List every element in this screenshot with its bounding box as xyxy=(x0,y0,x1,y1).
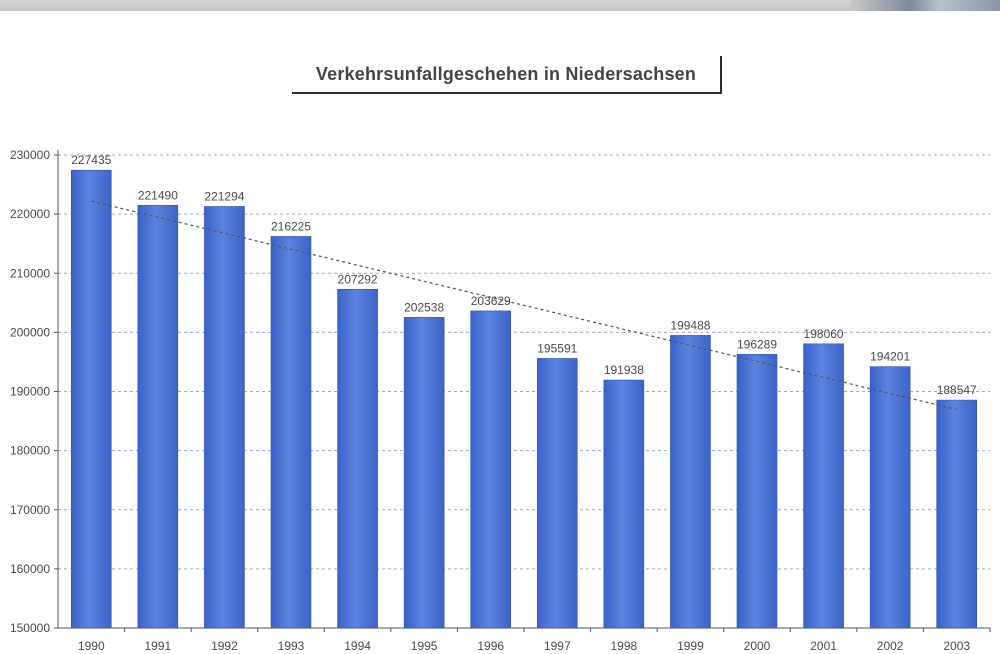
y-tick-label: 220000 xyxy=(10,207,50,221)
labels: 150000 160000 170000 180000 190000 200000 2100… xyxy=(10,148,977,653)
x-tick-label-1993: 1993 xyxy=(278,639,305,653)
value-label-1998: 191938 xyxy=(604,363,644,377)
bar-2003 xyxy=(936,399,978,629)
value-label-2000: 196289 xyxy=(737,337,777,351)
bar-1995 xyxy=(403,317,445,629)
chart-title-box: Verkehrsunfallgeschehen in Niedersachsen xyxy=(292,56,722,94)
bar-2002 xyxy=(869,366,911,629)
value-label-1994: 207292 xyxy=(338,272,378,286)
x-tick-label-2003: 2003 xyxy=(943,639,970,653)
value-label-1999: 199488 xyxy=(670,318,710,332)
bar-1998 xyxy=(603,379,645,629)
bar-1991 xyxy=(137,205,179,629)
y-tick-label: 190000 xyxy=(10,385,50,399)
y-tick-label: 170000 xyxy=(10,503,50,517)
top-border-strip xyxy=(0,0,1000,11)
x-tick-label-1996: 1996 xyxy=(477,639,504,653)
y-tick-label: 200000 xyxy=(10,325,50,339)
bar-2000 xyxy=(736,354,778,629)
bar-1996 xyxy=(470,310,512,629)
value-label-2002: 194201 xyxy=(870,350,910,364)
x-tick-label-1992: 1992 xyxy=(211,639,238,653)
value-label-2003: 188547 xyxy=(937,383,977,397)
x-tick-label-2000: 2000 xyxy=(744,639,771,653)
trendline xyxy=(91,200,957,411)
y-tick-label: 210000 xyxy=(10,266,50,280)
bar-1993 xyxy=(270,236,312,629)
bars xyxy=(70,169,978,629)
x-tick-label-2002: 2002 xyxy=(877,639,904,653)
chart-title: Verkehrsunfallgeschehen in Niedersachsen xyxy=(315,64,697,84)
bar-1990 xyxy=(70,169,112,629)
x-tick-label-1991: 1991 xyxy=(145,639,172,653)
y-tick-label: 230000 xyxy=(10,148,50,162)
x-tick-label-1999: 1999 xyxy=(677,639,704,653)
value-label-1990: 227435 xyxy=(71,153,111,167)
y-tick-label: 180000 xyxy=(10,444,50,458)
value-label-1997: 195591 xyxy=(537,341,577,355)
bar-1999 xyxy=(670,335,711,629)
gridlines xyxy=(58,154,990,570)
bar-1992 xyxy=(204,206,245,629)
value-label-1992: 221294 xyxy=(204,189,244,203)
x-tick-label-1994: 1994 xyxy=(344,639,371,653)
x-tick-label-1997: 1997 xyxy=(544,639,571,653)
x-tick-label-1995: 1995 xyxy=(411,639,438,653)
value-label-1995: 202538 xyxy=(404,300,444,314)
y-tick-label: 150000 xyxy=(10,621,50,635)
bar-1997 xyxy=(536,358,578,629)
bar-1994 xyxy=(337,288,378,629)
trendline-path xyxy=(91,200,957,411)
corner-image-fragment xyxy=(850,0,1000,11)
value-label-1996: 203629 xyxy=(471,294,511,308)
bar-2001 xyxy=(803,343,844,629)
x-tick-label-1990: 1990 xyxy=(78,639,105,653)
value-label-2001: 198060 xyxy=(804,327,844,341)
x-tick-label-2001: 2001 xyxy=(810,639,837,653)
x-tick-label-1998: 1998 xyxy=(611,639,638,653)
y-tick-label: 160000 xyxy=(10,562,50,576)
value-label-1991: 221490 xyxy=(138,188,178,202)
value-label-1993: 216225 xyxy=(271,219,311,233)
